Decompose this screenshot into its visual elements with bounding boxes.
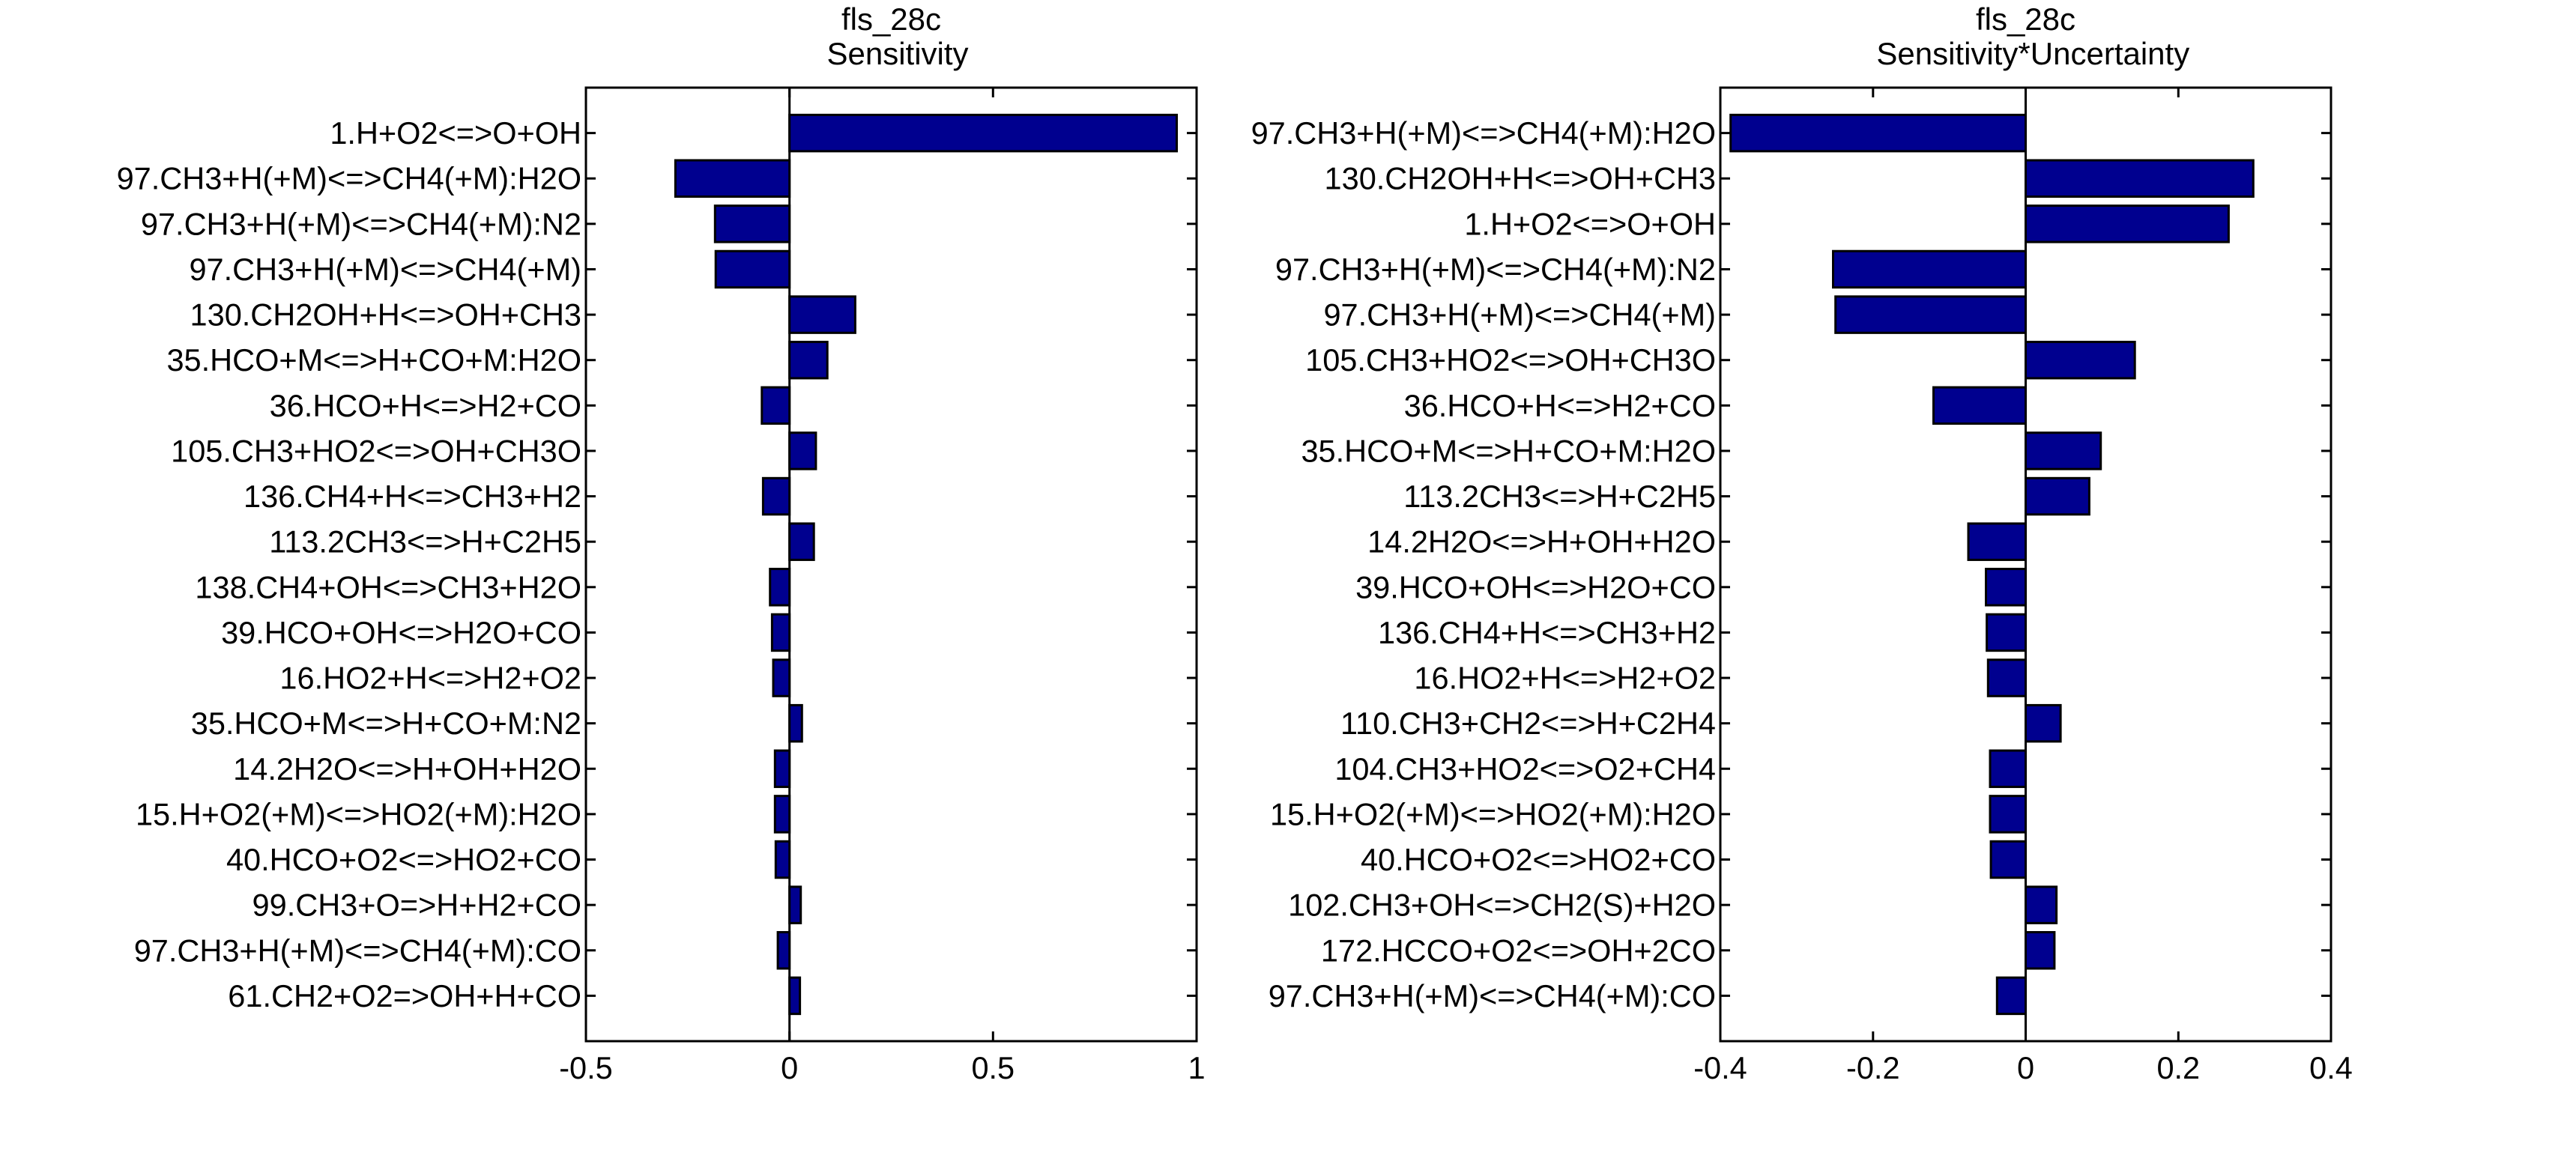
svg-text:136.CH4+H<=>CH3+H2: 136.CH4+H<=>CH3+H2 [244, 479, 581, 514]
svg-text:113.2CH3<=>H+C2H5: 113.2CH3<=>H+C2H5 [1403, 479, 1716, 514]
svg-text:105.CH3+HO2<=>OH+CH3O: 105.CH3+HO2<=>OH+CH3O [171, 433, 581, 468]
svg-text:97.CH3+H(+M)<=>CH4(+M):CO: 97.CH3+H(+M)<=>CH4(+M):CO [134, 933, 581, 968]
svg-text:97.CH3+H(+M)<=>CH4(+M): 97.CH3+H(+M)<=>CH4(+M) [1323, 297, 1716, 333]
svg-text:14.2H2O<=>H+OH+H2O: 14.2H2O<=>H+OH+H2O [1367, 524, 1716, 560]
svg-text:97.CH3+H(+M)<=>CH4(+M):N2: 97.CH3+H(+M)<=>CH4(+M):N2 [141, 206, 581, 241]
svg-text:40.HCO+O2<=>HO2+CO: 40.HCO+O2<=>HO2+CO [226, 842, 581, 877]
svg-text:-0.4: -0.4 [1693, 1050, 1747, 1085]
svg-text:105.CH3+HO2<=>OH+CH3O: 105.CH3+HO2<=>OH+CH3O [1305, 342, 1716, 378]
svg-text:61.CH2+O2=>OH+H+CO: 61.CH2+O2=>OH+H+CO [228, 978, 581, 1013]
svg-text:35.HCO+M<=>H+CO+M:N2: 35.HCO+M<=>H+CO+M:N2 [191, 706, 581, 741]
svg-text:16.HO2+H<=>H2+O2: 16.HO2+H<=>H2+O2 [1414, 661, 1716, 696]
svg-text:97.CH3+H(+M)<=>CH4(+M): 97.CH3+H(+M)<=>CH4(+M) [189, 252, 581, 287]
svg-text:0.2: 0.2 [2156, 1050, 2200, 1085]
svg-text:36.HCO+H<=>H2+CO: 36.HCO+H<=>H2+CO [1404, 388, 1716, 423]
svg-text:104.CH3+HO2<=>O2+CH4: 104.CH3+HO2<=>O2+CH4 [1334, 751, 1716, 786]
svg-text:39.HCO+OH<=>H2O+CO: 39.HCO+OH<=>H2O+CO [1355, 569, 1716, 604]
svg-text:15.H+O2(+M)<=>HO2(+M):H2O: 15.H+O2(+M)<=>HO2(+M):H2O [136, 796, 581, 831]
svg-text:110.CH3+CH2<=>H+C2H4: 110.CH3+CH2<=>H+C2H4 [1340, 706, 1716, 741]
svg-text:102.CH3+OH<=>CH2(S)+H2O: 102.CH3+OH<=>CH2(S)+H2O [1288, 888, 1716, 923]
svg-text:1.H+O2<=>O+OH: 1.H+O2<=>O+OH [330, 115, 581, 151]
svg-text:172.HCCO+O2<=>OH+2CO: 172.HCCO+O2<=>OH+2CO [1321, 933, 1716, 968]
svg-text:fls_28c: fls_28c [841, 1, 941, 37]
svg-text:35.HCO+M<=>H+CO+M:H2O: 35.HCO+M<=>H+CO+M:H2O [1301, 433, 1716, 468]
svg-text:35.HCO+M<=>H+CO+M:H2O: 35.HCO+M<=>H+CO+M:H2O [166, 342, 581, 378]
svg-text:97.CH3+H(+M)<=>CH4(+M):N2: 97.CH3+H(+M)<=>CH4(+M):N2 [1275, 252, 1716, 287]
svg-text:138.CH4+OH<=>CH3+H2O: 138.CH4+OH<=>CH3+H2O [195, 569, 581, 604]
svg-text:Sensitivity*Uncertainty: Sensitivity*Uncertainty [1876, 36, 2189, 71]
svg-text:99.CH3+O=>H+H2+CO: 99.CH3+O=>H+H2+CO [253, 888, 581, 923]
svg-text:0: 0 [781, 1050, 798, 1085]
svg-text:113.2CH3<=>H+C2H5: 113.2CH3<=>H+C2H5 [269, 524, 581, 560]
svg-text:0: 0 [2017, 1050, 2034, 1085]
svg-text:36.HCO+H<=>H2+CO: 36.HCO+H<=>H2+CO [270, 388, 581, 423]
svg-text:1.H+O2<=>O+OH: 1.H+O2<=>O+OH [1464, 206, 1716, 241]
svg-text:40.HCO+O2<=>HO2+CO: 40.HCO+O2<=>HO2+CO [1361, 842, 1716, 877]
svg-text:39.HCO+OH<=>H2O+CO: 39.HCO+OH<=>H2O+CO [221, 615, 581, 650]
svg-text:16.HO2+H<=>H2+O2: 16.HO2+H<=>H2+O2 [279, 661, 581, 696]
svg-text:97.CH3+H(+M)<=>CH4(+M):CO: 97.CH3+H(+M)<=>CH4(+M):CO [1269, 978, 1716, 1013]
svg-text:1: 1 [1188, 1050, 1205, 1085]
svg-text:130.CH2OH+H<=>OH+CH3: 130.CH2OH+H<=>OH+CH3 [1325, 161, 1716, 196]
svg-text:97.CH3+H(+M)<=>CH4(+M):H2O: 97.CH3+H(+M)<=>CH4(+M):H2O [1251, 115, 1716, 151]
svg-text:130.CH2OH+H<=>OH+CH3: 130.CH2OH+H<=>OH+CH3 [190, 297, 581, 333]
svg-text:Sensitivity: Sensitivity [826, 36, 968, 71]
svg-text:15.H+O2(+M)<=>HO2(+M):H2O: 15.H+O2(+M)<=>HO2(+M):H2O [1270, 796, 1716, 831]
svg-text:14.2H2O<=>H+OH+H2O: 14.2H2O<=>H+OH+H2O [233, 751, 581, 786]
svg-text:97.CH3+H(+M)<=>CH4(+M):H2O: 97.CH3+H(+M)<=>CH4(+M):H2O [117, 161, 581, 196]
svg-text:136.CH4+H<=>CH3+H2: 136.CH4+H<=>CH3+H2 [1378, 615, 1716, 650]
svg-text:0.5: 0.5 [971, 1050, 1015, 1085]
svg-text:0.4: 0.4 [2309, 1050, 2353, 1085]
svg-text:-0.2: -0.2 [1846, 1050, 1900, 1085]
svg-text:fls_28c: fls_28c [1976, 1, 2075, 37]
svg-text:-0.5: -0.5 [559, 1050, 613, 1085]
